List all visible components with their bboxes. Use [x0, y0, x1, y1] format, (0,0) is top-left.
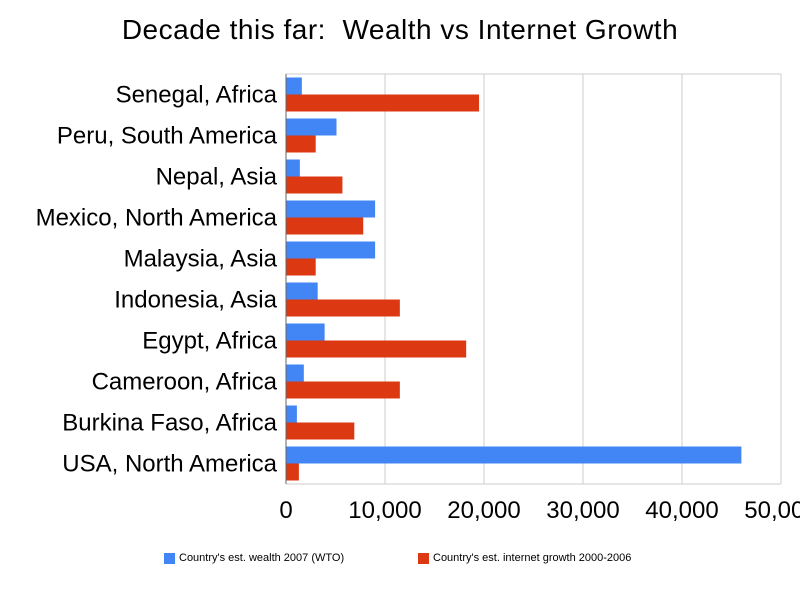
- x-tick-label: 30,000: [546, 497, 619, 524]
- bar-wealth: [286, 77, 302, 95]
- bar-wealth: [286, 282, 318, 300]
- bar-internet-growth: [286, 381, 400, 399]
- bar-internet-growth: [286, 94, 480, 112]
- legend-label-wealth: Country's est. wealth 2007 (WTO): [179, 552, 345, 564]
- category-label: Peru, South America: [57, 123, 278, 150]
- category-label: Senegal, Africa: [116, 82, 278, 109]
- chart-title: Decade this far: Wealth vs Internet Grow…: [121, 14, 679, 45]
- x-tick-label: 40,000: [645, 497, 718, 524]
- bar-wealth: [286, 159, 300, 177]
- bar-internet-growth: [286, 176, 343, 194]
- category-label: USA, North America: [62, 451, 277, 478]
- legend: Country's est. wealth 2007 (WTO) Country…: [0, 552, 800, 568]
- bar-wealth: [286, 323, 325, 341]
- legend-item-internet: Country's est. internet growth 2000-2006: [418, 552, 631, 564]
- category-label: Egypt, Africa: [142, 328, 277, 355]
- bar-internet-growth: [286, 299, 400, 317]
- x-tick-label: 0: [279, 497, 292, 524]
- category-label: Malaysia, Asia: [124, 246, 278, 273]
- bar-wealth: [286, 446, 742, 464]
- bar-wealth: [286, 241, 376, 259]
- bar-internet-growth: [286, 258, 316, 276]
- bar-internet-growth: [286, 217, 364, 235]
- bar-wealth: [286, 200, 376, 218]
- category-label: Mexico, North America: [36, 205, 278, 232]
- category-label: Burkina Faso, Africa: [62, 410, 277, 437]
- x-tick-label: 10,000: [348, 497, 421, 524]
- bar-internet-growth: [286, 135, 316, 153]
- bar-internet-growth: [286, 463, 299, 481]
- category-label: Indonesia, Asia: [114, 287, 277, 314]
- category-label: Cameroon, Africa: [92, 369, 278, 396]
- x-tick-label: 20,000: [447, 497, 520, 524]
- category-labels: Senegal, Africa Peru, South America Nepal,…: [36, 82, 278, 478]
- x-tick-labels: 0 10,000 20,000 30,000 40,000 50,000: [279, 497, 800, 524]
- bars: [286, 77, 742, 481]
- legend-label-internet: Country's est. internet growth 2000-2006: [433, 552, 632, 564]
- legend-swatch-internet: [418, 552, 429, 564]
- legend-item-wealth: Country's est. wealth 2007 (WTO): [164, 552, 344, 564]
- bar-internet-growth: [286, 340, 467, 358]
- x-tick-label: 50,000: [744, 497, 800, 524]
- category-label: Nepal, Asia: [156, 164, 278, 191]
- gridlines: [285, 73, 782, 485]
- bar-wealth: [286, 118, 337, 136]
- bar-wealth: [286, 364, 304, 382]
- bar-wealth: [286, 405, 297, 423]
- bar-internet-growth: [286, 422, 355, 440]
- legend-swatch-wealth: [164, 552, 175, 564]
